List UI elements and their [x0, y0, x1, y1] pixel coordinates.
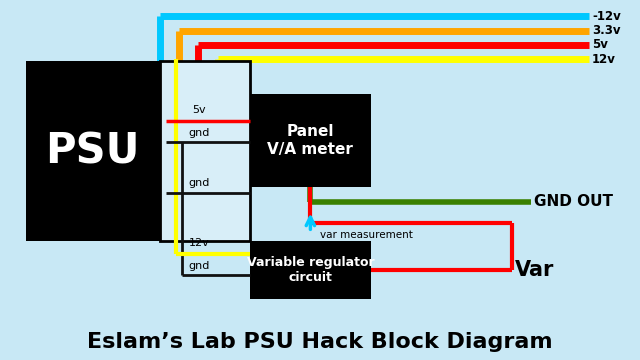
Text: 12v: 12v — [189, 238, 209, 248]
Bar — [250, 94, 371, 187]
Text: Eslam’s Lab PSU Hack Block Diagram: Eslam’s Lab PSU Hack Block Diagram — [87, 332, 553, 352]
Text: 5v: 5v — [192, 105, 205, 115]
Text: -12v: -12v — [592, 10, 621, 23]
Bar — [250, 241, 371, 299]
Text: Variable regulator
circuit: Variable regulator circuit — [246, 256, 374, 284]
Text: GND OUT: GND OUT — [534, 194, 613, 209]
Bar — [160, 61, 250, 241]
Text: Var: Var — [515, 260, 555, 280]
Text: gnd: gnd — [189, 128, 210, 138]
Text: gnd: gnd — [189, 178, 210, 188]
Text: PSU: PSU — [45, 130, 140, 172]
Text: 5v: 5v — [592, 39, 608, 51]
Text: 12v: 12v — [592, 53, 616, 66]
Text: 3.3v: 3.3v — [592, 24, 621, 37]
Text: var measurement: var measurement — [320, 230, 413, 240]
Text: Panel
V/A meter: Panel V/A meter — [268, 124, 353, 157]
Text: gnd: gnd — [189, 261, 210, 271]
Bar — [26, 61, 160, 241]
